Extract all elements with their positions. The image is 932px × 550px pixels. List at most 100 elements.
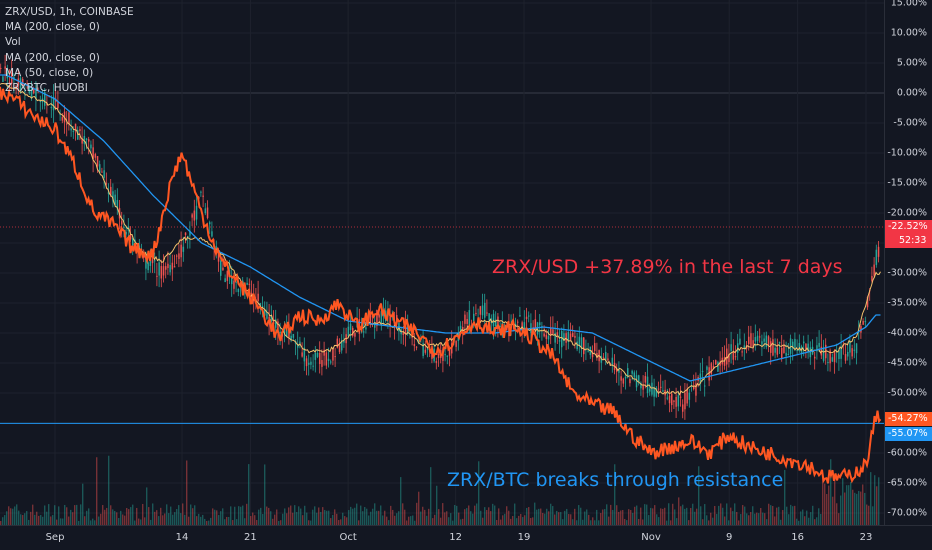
candle-body: [308, 362, 310, 365]
legend-ma200-b[interactable]: MA (200, close, 0): [5, 51, 100, 64]
volume-bar: [60, 518, 62, 525]
volume-bar: [212, 508, 214, 525]
legend-volume[interactable]: Vol: [5, 36, 21, 49]
candle-body: [132, 237, 134, 246]
volume-bar: [420, 511, 422, 525]
candle-body: [708, 367, 710, 381]
volume-bar: [596, 509, 598, 525]
price-axis[interactable]: 15.00% 10.00% 5.00% 0.00% -5.00% -10.00% -15.0…: [884, 0, 932, 525]
candle-body: [68, 112, 70, 125]
volume-bar: [556, 510, 558, 525]
volume-bar: [558, 512, 560, 525]
candle-body: [187, 235, 189, 237]
volume-bar: [642, 519, 644, 525]
candle-body: [79, 129, 81, 132]
volume-bar: [616, 505, 618, 525]
volume-bar: [108, 455, 110, 525]
volume-bar: [258, 509, 260, 525]
volume-bar: [746, 513, 748, 525]
time-tick-label: Sep: [45, 532, 65, 543]
candle-body: [305, 358, 308, 367]
time-tick-label: 23: [859, 532, 873, 543]
candle-body: [444, 354, 446, 356]
candle-body: [809, 347, 812, 358]
volume-bar: [184, 514, 186, 525]
candle-body: [862, 321, 864, 325]
candle-body: [193, 210, 196, 221]
volume-bar: [16, 504, 18, 525]
chart-area[interactable]: ZRX/USD, 1h, COINBASE MA (200, close, 0)…: [0, 0, 884, 525]
volume-bar: [318, 507, 320, 525]
volume-bar: [810, 512, 812, 525]
candle-body: [303, 347, 306, 362]
legend-symbol[interactable]: ZRX/USD, 1h, COINBASE: [5, 6, 134, 18]
candle-body: [517, 321, 519, 323]
legend-ma50[interactable]: MA (50, close, 0): [5, 66, 94, 79]
volume-bar: [496, 520, 498, 525]
candle-body: [325, 352, 328, 366]
candle-body: [310, 361, 312, 365]
volume-bar: [336, 513, 338, 525]
candle-body: [717, 361, 719, 372]
volume-bar: [710, 512, 712, 525]
candle-body: [847, 351, 849, 357]
candle-body: [587, 350, 589, 352]
volume-bar: [430, 467, 432, 525]
volume-bar: [224, 519, 226, 525]
candle-body: [662, 390, 664, 392]
volume-bar: [598, 520, 600, 525]
candle-body: [248, 283, 251, 285]
candle-body: [706, 366, 708, 370]
volume-bar: [850, 481, 852, 525]
last-usd-tag: -22.52%: [885, 220, 932, 234]
volume-bar: [298, 506, 300, 525]
volume-bar: [832, 496, 834, 525]
price-chart[interactable]: [0, 0, 884, 525]
volume-bar: [238, 506, 240, 525]
time-axis[interactable]: Sep 14 21 Oct 12 19 Nov 9 16 23: [0, 525, 932, 550]
volume-bar: [500, 519, 502, 525]
volume-bar: [862, 484, 864, 525]
candle-body: [607, 358, 609, 361]
volume-bar: [446, 511, 448, 525]
volume-bar: [104, 509, 106, 525]
candle-body: [448, 348, 451, 356]
candle-body: [748, 336, 750, 345]
volume-bar: [350, 506, 352, 525]
candle-body: [552, 329, 554, 334]
candle-body: [154, 260, 156, 262]
time-tick-label: 12: [449, 532, 462, 543]
volume-bar: [444, 512, 446, 525]
volume-bar: [774, 516, 776, 525]
candle-body: [653, 387, 655, 397]
candle-body: [497, 316, 499, 330]
candle-body: [499, 325, 501, 327]
volume-bar: [756, 512, 758, 525]
candle-body: [8, 81, 11, 84]
candle-body: [354, 332, 356, 337]
candle-body: [627, 368, 629, 378]
candle-body: [332, 348, 334, 361]
volume-bar: [50, 516, 52, 525]
volume-bar: [174, 512, 176, 525]
candle-body: [176, 255, 178, 257]
candle-body: [682, 404, 684, 412]
candle-body: [209, 222, 211, 225]
volume-bar: [724, 516, 726, 525]
volume-bar: [592, 517, 594, 525]
volume-bar: [488, 507, 490, 525]
candle-body: [829, 350, 831, 364]
candle-body: [314, 352, 317, 360]
volume-bar: [638, 518, 640, 525]
candle-body: [710, 363, 713, 375]
candle-body: [94, 154, 97, 158]
volume-bar: [772, 506, 774, 525]
volume-bar: [432, 518, 434, 525]
volume-bar: [690, 508, 692, 525]
price-tick-label: -5.00%: [893, 117, 927, 129]
candle-body: [330, 361, 332, 363]
legend-compare[interactable]: ZRXBTC, HUOBI: [5, 82, 88, 95]
legend-ma200-a[interactable]: MA (200, close, 0): [5, 21, 100, 34]
candle-body: [61, 116, 64, 121]
candle-body: [853, 349, 856, 351]
